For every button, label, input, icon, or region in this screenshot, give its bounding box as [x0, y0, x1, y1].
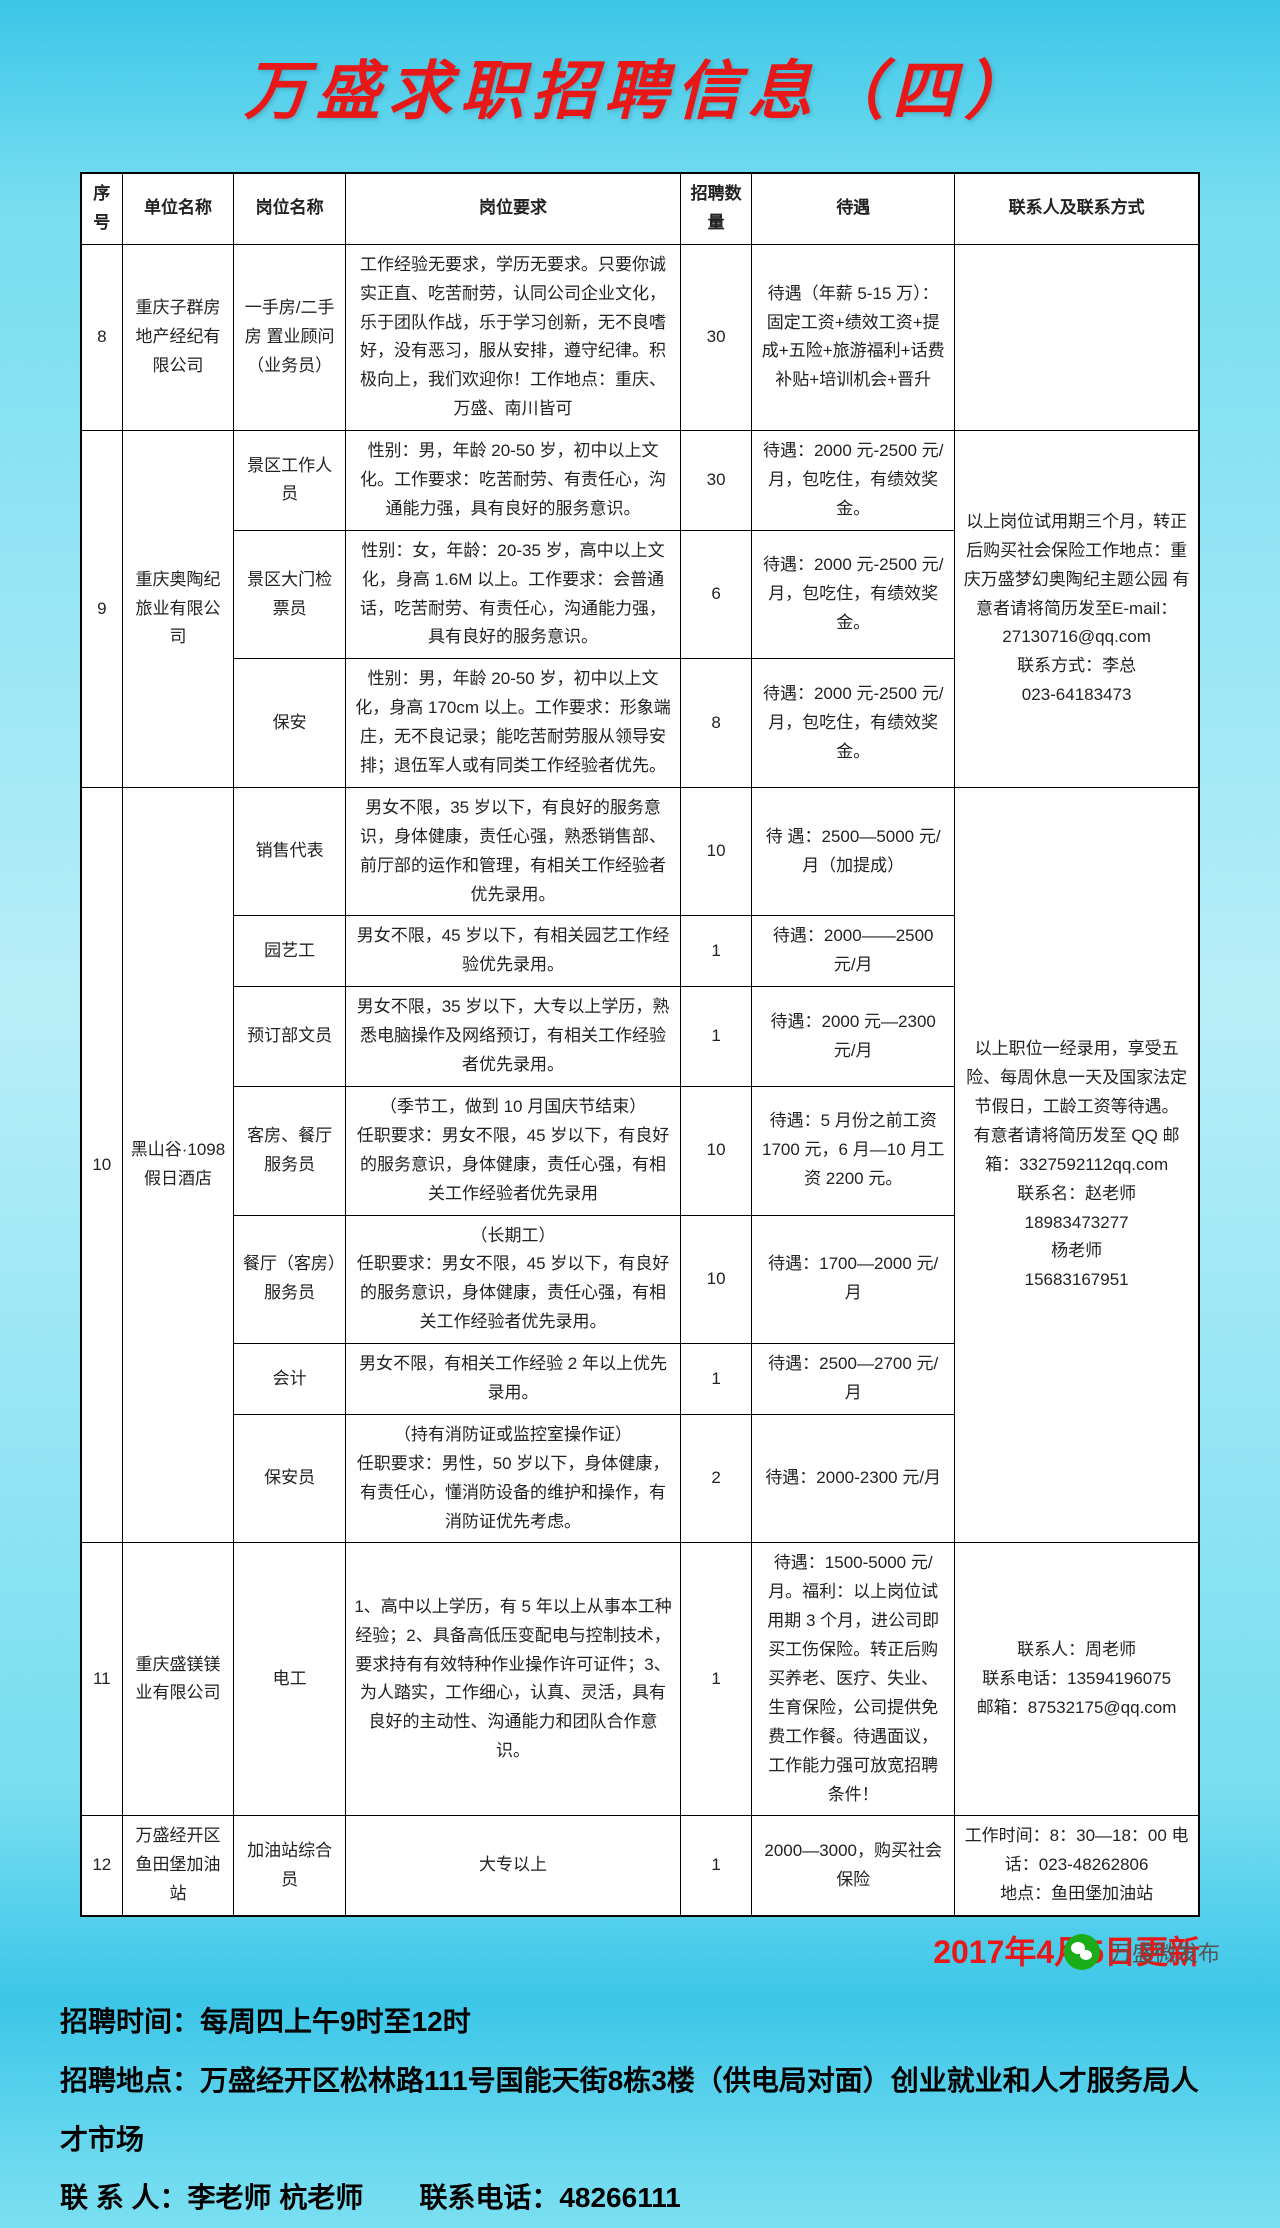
table-cell: （持有消防证或监控室操作证） 任职要求：男性，50 岁以下，身体健康，有责任心，… [345, 1414, 680, 1543]
table-cell: 1、高中以上学历，有 5 年以上从事本工种经验；2、具备高低压变配电与控制技术，… [345, 1543, 680, 1816]
table-cell: 电工 [234, 1543, 346, 1816]
table-cell: 待遇：2000 元-2500 元/月，包吃住，有绩效奖金。 [752, 530, 955, 659]
table-cell: 待遇：1700—2000 元/月 [752, 1215, 955, 1344]
table-cell: 8 [82, 244, 123, 430]
table-cell: 待遇：2000 元-2500 元/月，包吃住，有绩效奖金。 [752, 659, 955, 788]
table-cell: 待遇：2000 元-2500 元/月，包吃住，有绩效奖金。 [752, 431, 955, 531]
table-cell: 待遇：1500-5000 元/月。福利：以上岗位试用期 3 个月，进公司即买工伤… [752, 1543, 955, 1816]
header: 万盛求职招聘信息（四） [0, 0, 1280, 152]
wechat-icon [1064, 1934, 1100, 1970]
table-cell: 性别：男，年龄 20-50 岁，初中以上文化。工作要求：吃苦耐劳、有责任心，沟通… [345, 431, 680, 531]
table-cell: （季节工，做到 10 月国庆节结束） 任职要求：男女不限，45 岁以下，有良好的… [345, 1086, 680, 1215]
table-cell: 性别：女，年龄：20-35 岁，高中以上文化，身高 1.6M 以上。工作要求：会… [345, 530, 680, 659]
table-cell: 10 [681, 1086, 752, 1215]
table-cell: 保安 [234, 659, 346, 788]
table-cell: 待遇：5 月份之前工资 1700 元，6 月—10 月工资 2200 元。 [752, 1086, 955, 1215]
table-cell: 男女不限，有相关工作经验 2 年以上优先录用。 [345, 1344, 680, 1415]
table-cell: 1 [681, 987, 752, 1087]
table-cell: 10 [82, 787, 123, 1542]
table-cell: 大专以上 [345, 1816, 680, 1916]
table-cell: 30 [681, 244, 752, 430]
table-cell: 9 [82, 431, 123, 788]
footer-contact: 联 系 人：李老师 杭老师 联系电话：48266111 [60, 2169, 1220, 2228]
footer-time: 招聘时间：每周四上午9时至12时 [60, 1993, 1220, 2052]
table-cell: 加油站综合员 [234, 1816, 346, 1916]
table-cell: （长期工） 任职要求：男女不限，45 岁以下，有良好的服务意识，身体健康，责任心… [345, 1215, 680, 1344]
table-cell: 8 [681, 659, 752, 788]
table-cell: 重庆子群房地产经纪有限公司 [122, 244, 234, 430]
table-cell: 男女不限，35 岁以下，大专以上学历，熟悉电脑操作及网络预订，有相关工作经验者优… [345, 987, 680, 1087]
table-cell: 2000—3000，购买社会保险 [752, 1816, 955, 1916]
table-cell: 11 [82, 1543, 123, 1816]
footer-place: 招聘地点：万盛经开区松林路111号国能天街8栋3楼（供电局对面）创业就业和人才服… [60, 2052, 1220, 2170]
table-cell: 6 [681, 530, 752, 659]
table-cell: 会计 [234, 1344, 346, 1415]
th-seq: 序号 [82, 174, 123, 245]
table-cell: 工作经验无要求，学历无要求。只要你诚实正直、吃苦耐劳，认同公司企业文化，乐于团队… [345, 244, 680, 430]
th-qty: 招聘数量 [681, 174, 752, 245]
table-cell: 重庆盛镁镁业有限公司 [122, 1543, 234, 1816]
table-cell: 待遇：2000-2300 元/月 [752, 1414, 955, 1543]
table-cell: 10 [681, 787, 752, 916]
table-cell: 男女不限，35 岁以下，有良好的服务意识，身体健康，责任心强，熟悉销售部、前厅部… [345, 787, 680, 916]
update-date: 2017年4月5日更新 [80, 1927, 1200, 1973]
table-cell: 10 [681, 1215, 752, 1344]
wechat-source: 万盛微发布 [1064, 1934, 1220, 1970]
table-cell: 联系人：周老师 联系电话：13594196075 邮箱：87532175@qq.… [955, 1543, 1199, 1816]
table-cell: 1 [681, 1543, 752, 1816]
table-cell: 万盛经开区鱼田堡加油站 [122, 1816, 234, 1916]
table-cell: 景区大门检票员 [234, 530, 346, 659]
page-title: 万盛求职招聘信息（四） [0, 40, 1280, 132]
job-table: 序号 单位名称 岗位名称 岗位要求 招聘数量 待遇 联系人及联系方式 8重庆子群… [81, 173, 1199, 1916]
footer: 招聘时间：每周四上午9时至12时 招聘地点：万盛经开区松林路111号国能天街8栋… [60, 1993, 1220, 2228]
table-cell: 1 [681, 1816, 752, 1916]
table-cell: 黑山谷·1098假日酒店 [122, 787, 234, 1542]
th-contact: 联系人及联系方式 [955, 174, 1199, 245]
table-cell: 待遇：2500—2700 元/月 [752, 1344, 955, 1415]
table-cell: 12 [82, 1816, 123, 1916]
table-cell: 一手房/二手房 置业顾问（业务员） [234, 244, 346, 430]
th-company: 单位名称 [122, 174, 234, 245]
table-row: 11重庆盛镁镁业有限公司电工1、高中以上学历，有 5 年以上从事本工种经验；2、… [82, 1543, 1199, 1816]
th-req: 岗位要求 [345, 174, 680, 245]
table-cell: 1 [681, 916, 752, 987]
table-row: 12万盛经开区鱼田堡加油站加油站综合员大专以上12000—3000，购买社会保险… [82, 1816, 1199, 1916]
table-cell: 以上职位一经录用，享受五险、每周休息一天及国家法定节假日，工龄工资等待遇。 有意… [955, 787, 1199, 1542]
table-header-row: 序号 单位名称 岗位名称 岗位要求 招聘数量 待遇 联系人及联系方式 [82, 174, 1199, 245]
table-cell: 1 [681, 1344, 752, 1415]
table-cell: 重庆奥陶纪旅业有限公司 [122, 431, 234, 788]
table-cell: 以上岗位试用期三个月，转正后购买社会保险工作地点：重庆万盛梦幻奥陶纪主题公园 有… [955, 431, 1199, 788]
table-cell: 待 遇：2500—5000 元/月（加提成） [752, 787, 955, 916]
table-cell: 餐厅（客房）服务员 [234, 1215, 346, 1344]
table-cell: 客房、餐厅服务员 [234, 1086, 346, 1215]
table-cell: 男女不限，45 岁以下，有相关园艺工作经验优先录用。 [345, 916, 680, 987]
table-cell: 销售代表 [234, 787, 346, 916]
job-table-container: 序号 单位名称 岗位名称 岗位要求 招聘数量 待遇 联系人及联系方式 8重庆子群… [80, 172, 1200, 1917]
table-cell: 保安员 [234, 1414, 346, 1543]
table-cell: 预订部文员 [234, 987, 346, 1087]
table-cell: 待遇（年薪 5-15 万）：固定工资+绩效工资+提成+五险+旅游福利+话费补贴+… [752, 244, 955, 430]
table-cell: 性别：男，年龄 20-50 岁，初中以上文化，身高 170cm 以上。工作要求：… [345, 659, 680, 788]
table-cell [955, 244, 1199, 430]
table-cell: 工作时间：8：30—18：00 电话：023-48262806 地点：鱼田堡加油… [955, 1816, 1199, 1916]
th-sal: 待遇 [752, 174, 955, 245]
table-cell: 2 [681, 1414, 752, 1543]
wechat-label: 万盛微发布 [1110, 1936, 1220, 1968]
table-row: 9重庆奥陶纪旅业有限公司景区工作人员性别：男，年龄 20-50 岁，初中以上文化… [82, 431, 1199, 531]
th-position: 岗位名称 [234, 174, 346, 245]
table-cell: 园艺工 [234, 916, 346, 987]
table-row: 8重庆子群房地产经纪有限公司一手房/二手房 置业顾问（业务员）工作经验无要求，学… [82, 244, 1199, 430]
table-row: 10黑山谷·1098假日酒店销售代表男女不限，35 岁以下，有良好的服务意识，身… [82, 787, 1199, 916]
table-cell: 30 [681, 431, 752, 531]
table-cell: 待遇：2000 元—2300 元/月 [752, 987, 955, 1087]
table-cell: 景区工作人员 [234, 431, 346, 531]
table-cell: 待遇：2000——2500 元/月 [752, 916, 955, 987]
